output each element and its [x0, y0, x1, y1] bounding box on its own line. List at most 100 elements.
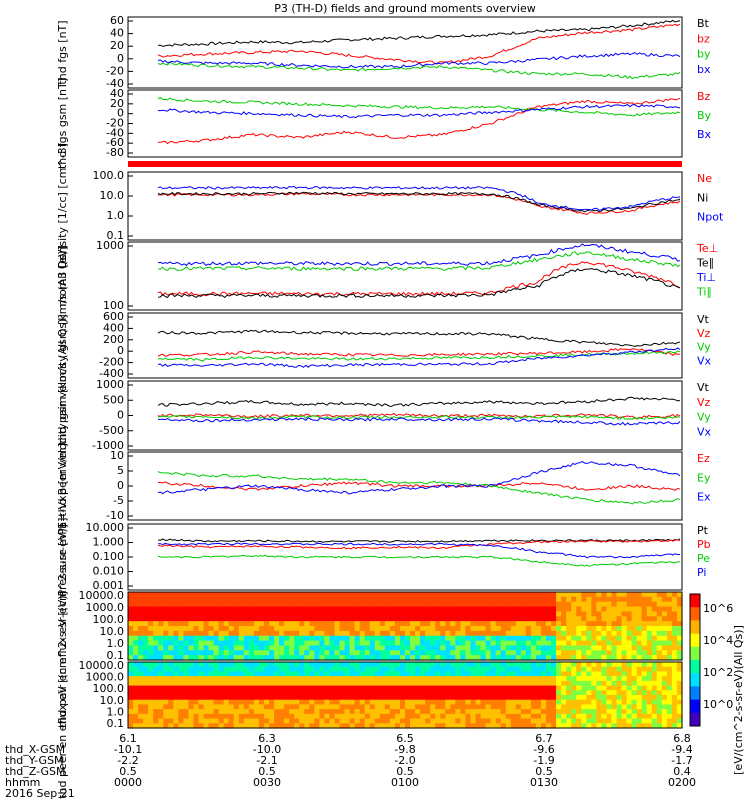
- spectrogram-cell: [178, 685, 184, 691]
- spectrogram-cell: [596, 713, 603, 720]
- spectrogram-cell: [243, 592, 250, 598]
- spectrogram-cell: [329, 704, 336, 710]
- spectrogram-cell: [173, 621, 179, 627]
- spectrogram-cell: [676, 709, 683, 715]
- spectrogram-cell: [656, 666, 663, 673]
- spectrogram-cell: [591, 655, 597, 661]
- spectrogram-cell: [269, 704, 275, 710]
- spectrogram-cell: [530, 635, 537, 642]
- spectrogram-cell: [384, 662, 391, 668]
- spectrogram-cell: [394, 695, 401, 701]
- spectrogram-cell: [661, 645, 668, 651]
- spectrogram-cell: [163, 671, 169, 677]
- spectrogram-cell: [450, 723, 456, 729]
- spectrogram-cell: [173, 596, 179, 603]
- spectrogram-cell: [253, 718, 260, 724]
- spectrogram-cell: [581, 690, 587, 696]
- spectrogram-cell: [263, 611, 270, 617]
- spectrogram-cell: [666, 690, 673, 696]
- spectrogram-cell: [279, 626, 285, 632]
- spectrogram-cell: [384, 676, 391, 682]
- spectrogram-cell: [500, 704, 507, 710]
- spectrogram-cell: [263, 635, 270, 642]
- spectrogram-cell: [274, 671, 280, 677]
- spectrogram-cell: [163, 626, 169, 632]
- spectrogram-cell: [379, 695, 386, 701]
- spectrogram-cell: [269, 713, 275, 720]
- spectrogram-cell: [571, 723, 577, 729]
- spectrogram-cell: [591, 718, 597, 724]
- spectrogram-cell: [465, 699, 472, 706]
- spectrogram-cell: [475, 616, 482, 622]
- spectrogram-cell: [168, 704, 174, 710]
- spectrogram-cell: [314, 596, 320, 603]
- spectrogram-cell: [661, 680, 668, 687]
- spectrogram-cell: [520, 626, 527, 632]
- spectrogram-cell: [339, 592, 346, 598]
- spectrogram-cell: [228, 601, 235, 608]
- spectrogram-cell: [465, 680, 472, 687]
- spectrogram-cell: [228, 616, 235, 622]
- y-tick-label: 10: [110, 449, 124, 462]
- spectrogram-cell: [601, 606, 608, 613]
- spectrogram-cell: [299, 592, 305, 598]
- spectrogram-cell: [445, 704, 451, 710]
- spectrogram-cell: [530, 671, 537, 677]
- spectrogram-cell: [279, 704, 285, 710]
- spectrogram-cell: [656, 645, 663, 651]
- spectrogram-cell: [294, 635, 300, 642]
- spectrogram-cell: [148, 704, 154, 710]
- spectrogram-cell: [173, 671, 179, 677]
- spectrogram-cell: [525, 680, 532, 687]
- spectrogram-cell: [269, 621, 275, 627]
- spectrogram-cell: [399, 601, 406, 608]
- spectrogram-cell: [258, 690, 265, 696]
- spectrogram-cell: [561, 611, 567, 617]
- spectrogram-cell: [616, 640, 623, 647]
- spectrogram-cell: [450, 630, 456, 637]
- spectrogram-cell: [520, 676, 527, 682]
- spectrogram-cell: [515, 662, 522, 668]
- spectrogram-cell: [228, 723, 235, 729]
- spectrogram-cell: [455, 630, 461, 637]
- y-tick-label: 10.0: [100, 189, 125, 202]
- y-tick-label: 500: [103, 393, 124, 406]
- spectrogram-cell: [480, 601, 487, 608]
- spectrogram-cell: [405, 635, 411, 642]
- spectrogram-cell: [198, 695, 205, 701]
- spectrogram-cell: [500, 616, 507, 622]
- spectrogram-cell: [450, 645, 456, 651]
- spectrogram-cell: [213, 671, 220, 677]
- spectrogram-cell: [440, 592, 446, 598]
- spectrogram-cell: [596, 601, 603, 608]
- spectrogram-cell: [158, 596, 164, 603]
- spectrogram-cell: [178, 695, 184, 701]
- spectrogram-cell: [415, 650, 421, 656]
- spectrogram-cell: [500, 626, 507, 632]
- spectrogram-cell: [394, 680, 401, 687]
- spectrogram-cell: [233, 666, 240, 673]
- spectrogram-cell: [405, 690, 411, 696]
- spectrogram-cell: [128, 616, 134, 622]
- y-tick-label: 0: [117, 479, 124, 492]
- spectrogram-cell: [485, 592, 492, 598]
- spectrogram-cell: [253, 713, 260, 720]
- spectrogram-cell: [465, 621, 472, 627]
- spectrogram-cell: [138, 723, 144, 729]
- spectrogram-cell: [339, 621, 346, 627]
- spectrogram-cell: [551, 695, 557, 701]
- spectrogram-cell: [646, 592, 653, 598]
- spectrogram-cell: [258, 626, 265, 632]
- spectrogram-cell: [420, 621, 426, 627]
- spectrogram-cell: [671, 606, 678, 613]
- spectrogram-cell: [591, 645, 597, 651]
- spectrogram-cell: [596, 690, 603, 696]
- spectrogram-cell: [535, 645, 542, 651]
- spectrogram-cell: [611, 704, 618, 710]
- spectrogram-cell: [430, 718, 436, 724]
- spectrogram-cell: [233, 640, 240, 647]
- spectrogram-cell: [525, 704, 532, 710]
- spectrogram-cell: [535, 635, 542, 642]
- spectrogram-cell: [546, 611, 552, 617]
- spectrogram-cell: [616, 662, 623, 668]
